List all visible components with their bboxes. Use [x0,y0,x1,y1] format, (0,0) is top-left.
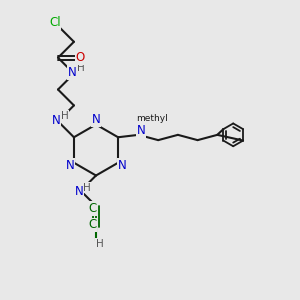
Text: N: N [75,185,84,199]
Text: N: N [68,66,77,79]
Text: H: H [83,183,91,193]
Text: O: O [75,51,85,64]
Text: Cl: Cl [49,16,61,29]
Text: methyl: methyl [136,114,167,123]
Text: H: H [76,63,84,73]
Text: N: N [136,124,145,137]
Text: C: C [88,202,97,215]
Text: N: N [118,159,126,172]
Text: H: H [61,111,68,121]
Text: N: N [92,113,100,126]
Text: C: C [88,218,97,231]
Text: N: N [66,159,74,172]
Text: N: N [52,114,61,127]
Text: H: H [96,238,104,248]
